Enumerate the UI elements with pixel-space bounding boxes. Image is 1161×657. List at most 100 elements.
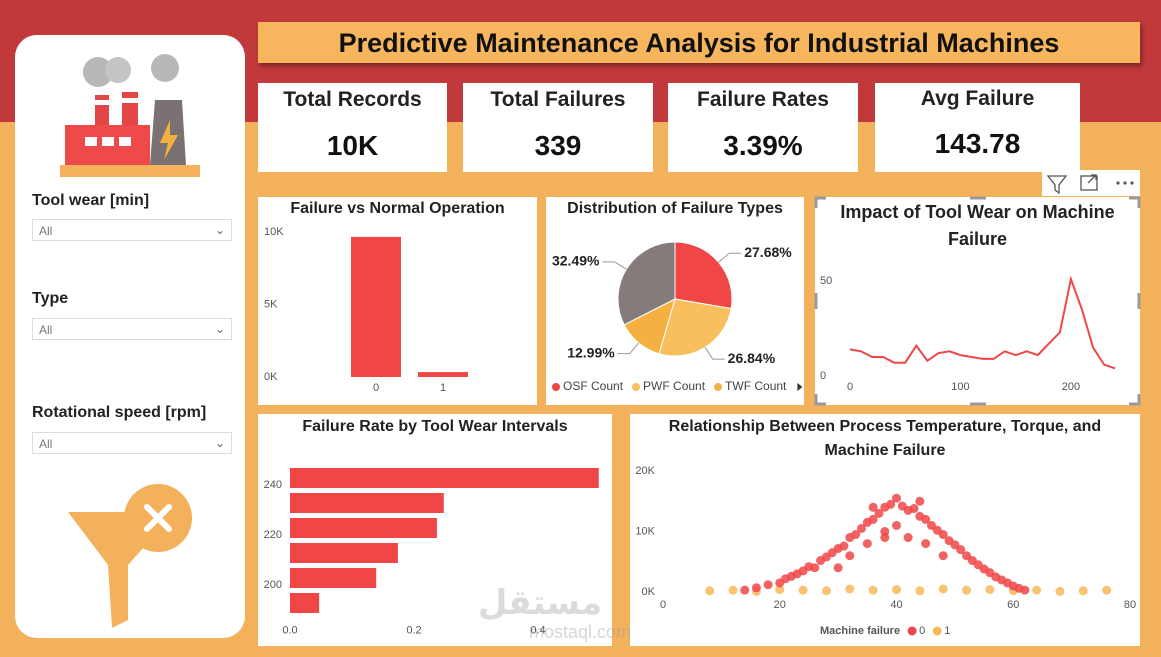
bar	[418, 372, 468, 377]
scatter-point	[1020, 585, 1030, 595]
x-tick-label: 0	[847, 381, 853, 393]
legend-label: 1	[944, 625, 950, 637]
x-tick-label: 20	[774, 599, 786, 611]
x-tick-label: 0	[660, 599, 666, 611]
filter-label: Rotational speed [rpm]	[32, 404, 207, 421]
scatter-point	[1032, 585, 1042, 595]
pie-slice	[617, 241, 676, 326]
legend-title: Machine failure	[820, 625, 900, 637]
legend-swatch	[907, 626, 917, 636]
legend-label: 0	[919, 625, 925, 637]
legend-swatch	[552, 383, 560, 391]
scatter-point	[985, 585, 995, 595]
kpi-label: Failure Rates	[697, 88, 829, 111]
scatter-point	[962, 585, 972, 595]
scatter-point	[868, 585, 878, 595]
line-series	[849, 275, 1116, 370]
y-tick-label: 0K	[264, 371, 278, 383]
legend-swatch	[714, 383, 723, 391]
scatter-point	[956, 545, 966, 555]
data-label: 12.99%	[567, 344, 615, 360]
kpi-card	[875, 83, 1080, 172]
kpi-label: Total Records	[283, 88, 422, 111]
selection-handles	[814, 196, 1141, 406]
y-tick-label: 0	[820, 370, 826, 382]
legend-label: OSF Count	[563, 379, 624, 393]
chart-card	[815, 197, 1140, 405]
bar	[290, 468, 599, 488]
dashboard-title: Predictive Maintenance Analysis for Indu…	[258, 22, 1140, 63]
chart-title: Distribution of Failure Types	[567, 200, 783, 217]
scatter-point	[915, 496, 925, 506]
dropdown-value: All	[39, 437, 53, 451]
kpi-value: 143.78	[934, 128, 1021, 159]
y-tick-label: 200	[264, 579, 282, 591]
scatter-point	[886, 499, 896, 509]
x-tick-label: 40	[890, 599, 902, 611]
kpi-value: 339	[534, 130, 582, 161]
scatter-point	[938, 584, 948, 594]
scatter-point	[1078, 586, 1088, 596]
scatter-point	[921, 539, 931, 549]
y-tick-label: 240	[264, 479, 282, 491]
filter-dropdown[interactable]: All ⌄	[32, 219, 232, 241]
scatter-point	[821, 586, 831, 596]
dropdown-value: All	[39, 323, 53, 337]
scatter-point	[740, 585, 750, 595]
visual-toolbar[interactable]	[1042, 170, 1140, 196]
scatter-point	[1102, 585, 1112, 595]
x-tick-label: 60	[1007, 599, 1019, 611]
y-tick-label: 20K	[635, 465, 655, 477]
watermark: مستقل	[478, 584, 602, 622]
kpi-label: Total Failures	[490, 88, 626, 111]
data-label: 32.49%	[552, 253, 600, 269]
scatter-point	[921, 514, 931, 524]
bar	[290, 518, 437, 538]
x-tick-label: 0.2	[406, 624, 421, 636]
chart-title: Failure vs Normal Operation	[290, 200, 505, 217]
scatter-point	[851, 530, 861, 540]
scatter-point	[903, 533, 913, 543]
filter-dropdown[interactable]: All ⌄	[32, 432, 232, 454]
chart-title: Relationship Between Process Temperature…	[668, 418, 1102, 459]
scatter-point	[798, 585, 808, 595]
bar	[290, 543, 398, 563]
scatter-point	[845, 551, 855, 561]
legend-swatch	[632, 383, 641, 391]
bar	[290, 593, 320, 613]
scatter-point	[775, 585, 785, 595]
scatter-point	[938, 530, 948, 540]
scatter-point	[845, 584, 855, 594]
legend-swatch	[932, 626, 942, 636]
scatter-point	[763, 580, 773, 590]
scatter-point	[751, 583, 761, 593]
scatter-point	[868, 502, 878, 512]
kpi-card	[258, 83, 447, 172]
leader-line	[704, 347, 725, 360]
x-tick-label: 80	[1124, 599, 1136, 611]
data-label: 27.68%	[744, 244, 792, 260]
y-tick-label: 10K	[635, 525, 655, 537]
scatter-point	[880, 533, 890, 543]
scatter-point	[728, 585, 738, 595]
leader-line	[718, 252, 742, 263]
y-tick-label: 5K	[264, 298, 278, 310]
scatter-point	[874, 508, 884, 518]
bar	[290, 568, 377, 588]
scatter-point	[892, 493, 901, 503]
bar	[351, 236, 401, 377]
scatter-point	[833, 563, 843, 573]
kpi-value: 3.39%	[723, 130, 803, 161]
leader-line	[602, 261, 627, 270]
x-tick-label: 1	[440, 382, 446, 394]
scatter-point	[856, 523, 866, 533]
kpi-card	[463, 83, 653, 172]
scatter-point	[909, 504, 919, 514]
legend-more	[797, 383, 803, 391]
legend-label: PWF Count	[643, 379, 706, 393]
x-tick-label: 200	[1062, 381, 1080, 393]
filter-dropdown[interactable]: All ⌄	[32, 318, 232, 340]
filter-label: Type	[32, 290, 69, 307]
scatter-point	[862, 539, 872, 549]
